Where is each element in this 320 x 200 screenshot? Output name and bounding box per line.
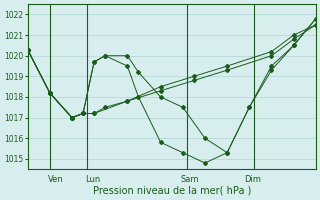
Text: Ven: Ven [48,175,63,184]
Text: Lun: Lun [85,175,100,184]
Text: Sam: Sam [180,175,199,184]
Text: Dim: Dim [244,175,261,184]
X-axis label: Pression niveau de la mer( hPa ): Pression niveau de la mer( hPa ) [92,186,251,196]
